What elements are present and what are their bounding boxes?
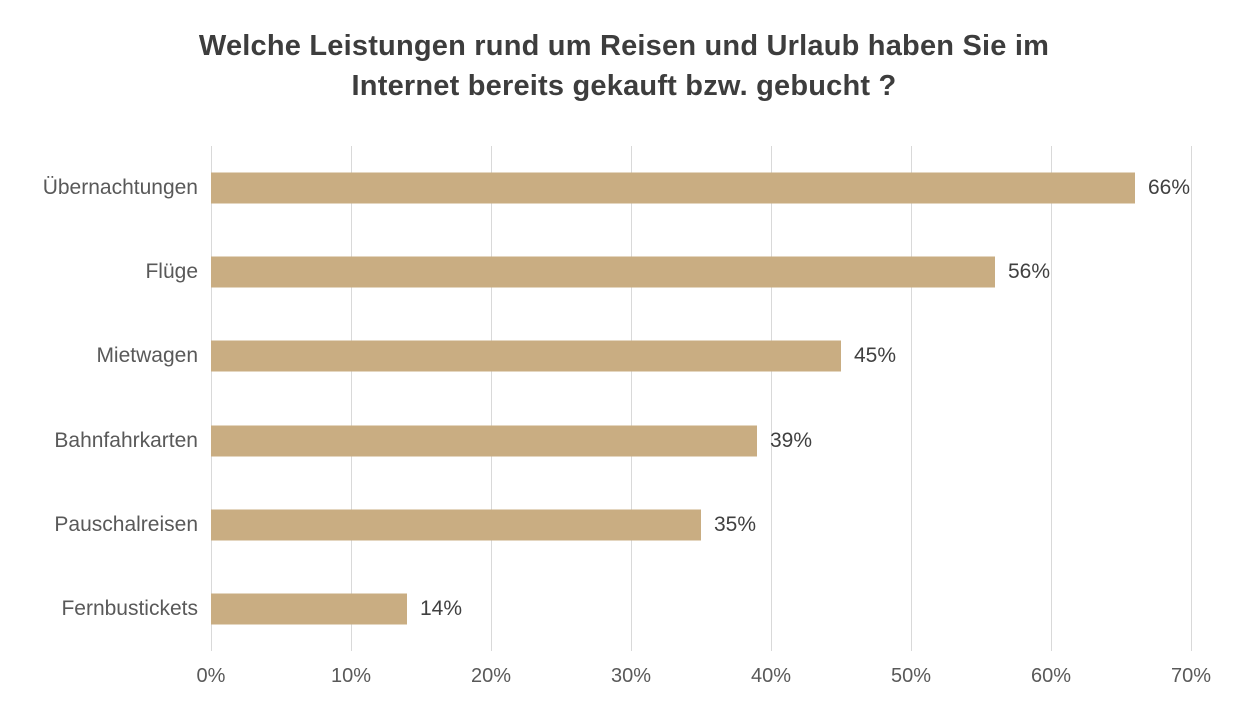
bar-row: 39%: [211, 399, 1191, 483]
x-axis: 0% 10% 20% 30% 40% 50% 60% 70%: [197, 665, 1211, 693]
category-label: Pauschalreisen: [54, 512, 198, 536]
x-tick-label: 20%: [470, 665, 512, 687]
category-label: Mietwagen: [96, 344, 198, 368]
value-label: 39%: [770, 428, 813, 452]
category-label: Fernbustickets: [61, 596, 198, 620]
x-tick-label: 60%: [1030, 665, 1072, 687]
gridline: [491, 146, 492, 651]
gridline: [1191, 146, 1192, 651]
category-axis: Übernachtungen Flüge Mietwagen Bahnfahrkart…: [0, 146, 198, 651]
x-tick-label: 70%: [1170, 665, 1212, 687]
bar: [211, 340, 841, 372]
x-tick-label: 0%: [196, 665, 226, 687]
gridline: [631, 146, 632, 651]
gridline: [351, 146, 352, 651]
plot-area: 66% 56% 45% 39% 35% 14%: [211, 146, 1192, 651]
gridline: [771, 146, 772, 651]
bar: [211, 172, 1135, 204]
chart-title-line-1: Welche Leistungen rund um Reisen und Url…: [198, 30, 1050, 62]
bar-row: 14%: [211, 567, 1191, 651]
x-tick-label: 40%: [750, 665, 792, 687]
x-tick-label: 10%: [330, 665, 372, 687]
value-label: 35%: [714, 512, 757, 536]
chart-title: Welche Leistungen rund um Reisen und Url…: [0, 26, 1248, 106]
bar: [211, 256, 995, 288]
category-label: Flüge: [145, 260, 198, 284]
bar-row: 56%: [211, 230, 1191, 314]
value-label: 45%: [854, 344, 897, 368]
value-label: 66%: [1148, 176, 1191, 200]
bar-row: 35%: [211, 483, 1191, 567]
chart-title-line-2: Internet bereits gekauft bzw. gebucht ?: [351, 70, 897, 103]
bar-row: 45%: [211, 314, 1191, 398]
gridline: [211, 146, 212, 651]
bar: [211, 593, 407, 625]
category-label: Bahnfahrkarten: [54, 428, 198, 452]
bar: [211, 425, 757, 457]
bar-row: 66%: [211, 146, 1191, 230]
gridline: [1051, 146, 1052, 651]
category-label: Übernachtungen: [42, 176, 198, 200]
gridline: [911, 146, 912, 651]
x-tick-label: 50%: [890, 665, 932, 687]
value-label: 14%: [420, 596, 463, 620]
x-tick-label: 30%: [610, 665, 652, 687]
bar: [211, 509, 701, 541]
value-label: 56%: [1008, 260, 1051, 284]
